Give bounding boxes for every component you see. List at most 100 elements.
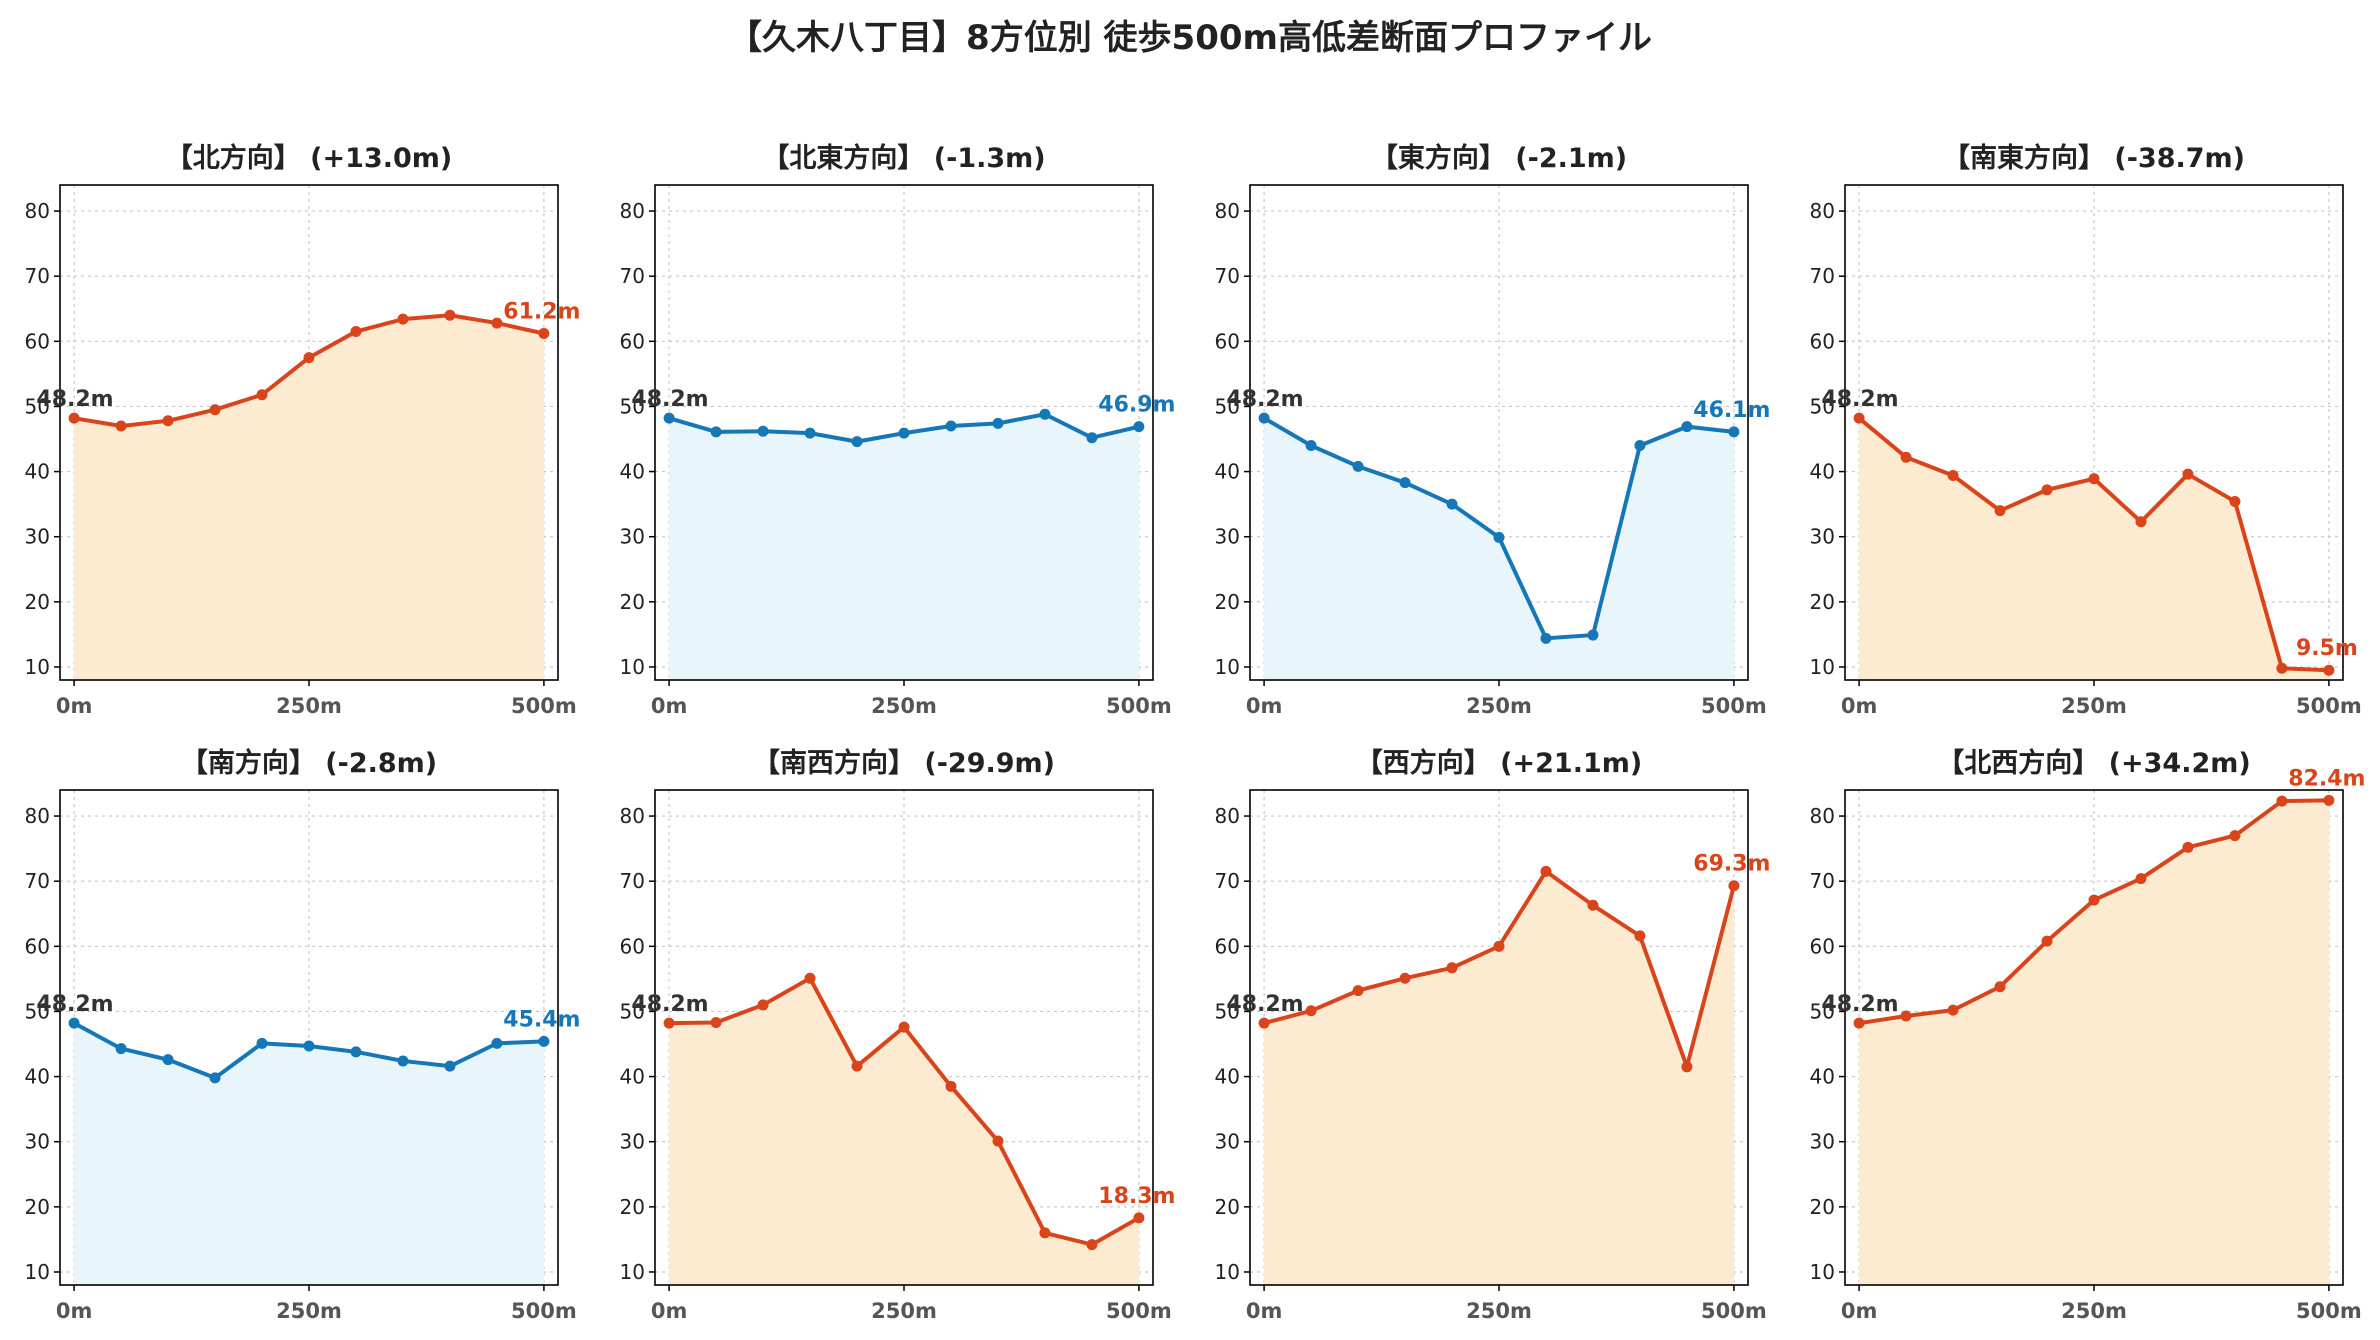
chart-7-xtick-label: 0m [1246,1299,1283,1323]
chart-6-xtick-label: 250m [871,1299,937,1323]
chart-5-point [538,1035,550,1047]
chart-2-point [851,436,863,448]
chart-1-xtick-label: 250m [276,694,342,718]
chart-1-ytick-label: 60 [25,329,50,353]
chart-7-point [1634,930,1646,942]
chart-6-area [669,978,1139,1285]
chart-8-area [1859,800,2329,1285]
chart-3-frame [1249,184,1749,681]
chart-4-point [2276,662,2288,674]
chart-6-ytick-label: 50 [620,999,645,1023]
chart-6-ytick-label: 40 [620,1065,645,1089]
chart-3-point [1587,629,1599,641]
chart-6-point [1039,1227,1051,1239]
chart-7-title: 【西方向】 (+21.1m) [1356,747,1642,779]
chart-8-point [2323,794,2335,806]
chart-4-point [2135,516,2147,528]
chart-8-point [2135,873,2147,885]
chart-8-xtick-label: 250m [2061,1299,2127,1323]
chart-3-point [1681,421,1693,433]
chart-5-xtick-label: 500m [511,1299,577,1323]
chart-5-frame [59,789,559,1286]
chart-8-point [1853,1017,1865,1029]
chart-6-point [1133,1212,1145,1224]
chart-3-xtick-label: 500m [1701,694,1767,718]
chart-5-xtick-label: 0m [56,1299,93,1323]
chart-2-title: 【北東方向】 (-1.3m) [762,142,1045,174]
chart-5-point [115,1043,127,1055]
chart-7-point [1305,1005,1317,1017]
chart-1-ytick-label: 50 [25,394,50,418]
chart-6-point [1086,1239,1098,1251]
chart-8-end-label: 82.4m [2288,766,2365,791]
chart-7-ytick-label: 60 [1215,934,1240,958]
chart-7-point [1493,940,1505,952]
chart-1-point [491,317,503,329]
chart-7-point [1540,865,1552,877]
chart-7-xtick-label: 250m [1466,1299,1532,1323]
chart-1-point [68,412,80,424]
chart-5-title: 【南方向】 (-2.8m) [181,747,437,779]
chart-1-point [444,309,456,321]
chart-4-ytick-label: 20 [1810,590,1835,614]
chart-1-title: 【北方向】 (+13.0m) [166,142,452,174]
chart-8-ytick-label: 20 [1810,1195,1835,1219]
chart-1-xtick-label: 0m [56,694,93,718]
chart-5-point [303,1040,315,1052]
chart-4-point [2323,664,2335,676]
chart-5-ytick-label: 60 [25,934,50,958]
chart-6-ytick-label: 10 [620,1260,645,1284]
chart-6-ytick-label: 70 [620,869,645,893]
chart-8-frame [1844,789,2344,1286]
chart-8-xtick-label: 0m [1841,1299,1878,1323]
chart-5-xtick-label: 250m [276,1299,342,1323]
chart-1-ytick-label: 30 [25,525,50,549]
chart-4-ytick-label: 10 [1810,655,1835,679]
chart-6-point [663,1017,675,1029]
chart-6-point [710,1017,722,1029]
chart-4-ytick-label: 70 [1810,264,1835,288]
chart-4: 【南東方向】 (-38.7m) 10 20 30 40 50 60 70 80 0m 250m 500… [1810,142,2362,718]
chart-4-point [1947,469,1959,481]
chart-3: 【東方向】 (-2.1m) 10 20 30 40 50 60 70 80 0m 250m 500m 4… [1215,142,1771,718]
chart-2-point [804,427,816,439]
chart-3-start-label: 48.2m [1226,387,1303,412]
chart-7-point [1352,985,1364,997]
chart-2-ytick-label: 40 [620,460,645,484]
chart-8-ytick-label: 40 [1810,1065,1835,1089]
chart-2-ytick-label: 20 [620,590,645,614]
chart-2-ytick-label: 70 [620,264,645,288]
chart-1-point [397,313,409,325]
chart-7-ytick-label: 50 [1215,999,1240,1023]
chart-5-end-label: 45.4m [503,1007,580,1032]
chart-6-point [804,972,816,984]
chart-7-ytick-label: 80 [1215,804,1240,828]
chart-5-ytick-label: 80 [25,804,50,828]
chart-8-ytick-label: 80 [1810,804,1835,828]
chart-2-point [992,417,1004,429]
chart-3-point [1399,477,1411,489]
chart-3-title: 【東方向】 (-2.1m) [1371,142,1627,174]
chart-7-ytick-label: 70 [1215,869,1240,893]
chart-1-point [350,326,362,338]
chart-8-xtick-label: 500m [2296,1299,2362,1323]
chart-1-area [74,315,544,680]
chart-4-point [2041,484,2053,496]
chart-3-point [1305,440,1317,452]
chart-4-area [1859,418,2329,680]
chart-1-ytick-label: 70 [25,264,50,288]
chart-5-start-label: 48.2m [36,992,113,1017]
chart-4-end-label: 9.5m [2296,636,2358,661]
chart-8-point [2041,935,2053,947]
chart-8-point [1900,1010,1912,1022]
chart-6-xtick-label: 500m [1106,1299,1172,1323]
chart-2-ytick-label: 80 [620,199,645,223]
chart-3-point [1258,412,1270,424]
chart-7-ytick-label: 40 [1215,1065,1240,1089]
chart-2-ytick-label: 30 [620,525,645,549]
figure-title: 【久木八丁目】8方位別 徒歩500m高低差断面プロファイル [728,18,1652,58]
chart-8-point [2229,830,2241,842]
chart-1-xtick-label: 500m [511,694,577,718]
chart-4-title: 【南東方向】 (-38.7m) [1943,142,2245,174]
